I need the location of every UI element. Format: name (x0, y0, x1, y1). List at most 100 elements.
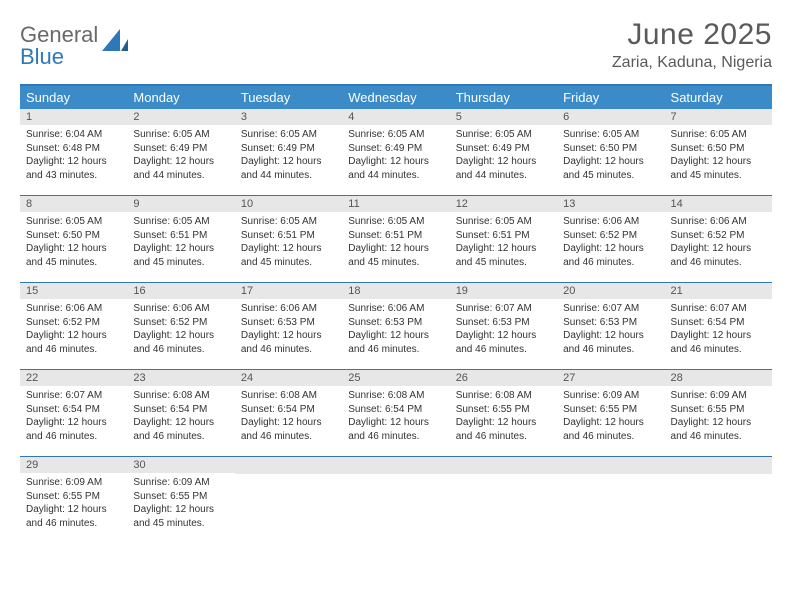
day-number (342, 457, 449, 474)
day-line: Sunrise: 6:06 AM (241, 302, 336, 316)
day-number: 29 (20, 457, 127, 473)
day-line: Sunrise: 6:05 AM (348, 128, 443, 142)
day-line: and 45 minutes. (563, 169, 658, 183)
day-number (450, 457, 557, 474)
day-number: 24 (235, 370, 342, 386)
day-line: Sunset: 6:51 PM (241, 229, 336, 243)
day-line: Sunrise: 6:04 AM (26, 128, 121, 142)
day-line: Sunset: 6:54 PM (133, 403, 228, 417)
day-line: Daylight: 12 hours (26, 155, 121, 169)
day-line: Daylight: 12 hours (348, 329, 443, 343)
day-number: 5 (450, 109, 557, 125)
day-line: Daylight: 12 hours (133, 329, 228, 343)
day-line: Sunrise: 6:05 AM (563, 128, 658, 142)
day-line: Daylight: 12 hours (26, 329, 121, 343)
day-line: Daylight: 12 hours (671, 155, 766, 169)
day-line: Sunset: 6:48 PM (26, 142, 121, 156)
day-line: Daylight: 12 hours (133, 155, 228, 169)
day-line: and 46 minutes. (241, 343, 336, 357)
calendar-cell: 13Sunrise: 6:06 AMSunset: 6:52 PMDayligh… (557, 196, 664, 282)
day-line: Sunrise: 6:05 AM (671, 128, 766, 142)
page-title: June 2025 (612, 18, 772, 52)
day-line: Sunset: 6:52 PM (26, 316, 121, 330)
title-block: June 2025 Zaria, Kaduna, Nigeria (612, 18, 772, 72)
calendar-cell: 17Sunrise: 6:06 AMSunset: 6:53 PMDayligh… (235, 283, 342, 369)
day-line: Sunrise: 6:05 AM (26, 215, 121, 229)
calendar-cell: 4Sunrise: 6:05 AMSunset: 6:49 PMDaylight… (342, 109, 449, 195)
day-body: Sunrise: 6:09 AMSunset: 6:55 PMDaylight:… (20, 473, 127, 534)
day-line: Sunset: 6:50 PM (671, 142, 766, 156)
day-body: Sunrise: 6:05 AMSunset: 6:51 PMDaylight:… (342, 212, 449, 273)
calendar-cell: 7 Sunrise: 6:05 AMSunset: 6:50 PMDaylight… (665, 109, 772, 195)
day-body: Sunrise: 6:05 AMSunset: 6:51 PMDaylight:… (127, 212, 234, 273)
day-body: Sunrise: 6:05 AMSunset: 6:50 PMDaylight:… (557, 125, 664, 186)
day-number: 2 (127, 109, 234, 125)
day-line: Daylight: 12 hours (456, 416, 551, 430)
day-line: Sunset: 6:51 PM (133, 229, 228, 243)
logo-text: General Blue (20, 24, 98, 68)
day-line: and 45 minutes. (26, 256, 121, 270)
day-number: 13 (557, 196, 664, 212)
day-line: Sunset: 6:49 PM (241, 142, 336, 156)
day-number: 22 (20, 370, 127, 386)
calendar-cell (665, 457, 772, 543)
day-line: Sunset: 6:49 PM (456, 142, 551, 156)
day-line: Daylight: 12 hours (671, 416, 766, 430)
calendar-cell: 6Sunrise: 6:05 AMSunset: 6:50 PMDaylight… (557, 109, 664, 195)
sail-icon (102, 29, 128, 56)
day-line: Sunset: 6:53 PM (348, 316, 443, 330)
day-line: Sunrise: 6:08 AM (133, 389, 228, 403)
day-line: and 45 minutes. (456, 256, 551, 270)
day-line: Sunset: 6:53 PM (241, 316, 336, 330)
calendar-cell: 9Sunrise: 6:05 AMSunset: 6:51 PMDaylight… (127, 196, 234, 282)
calendar-cell: 24Sunrise: 6:08 AMSunset: 6:54 PMDayligh… (235, 370, 342, 456)
day-line: Sunrise: 6:05 AM (241, 128, 336, 142)
day-line: Sunrise: 6:08 AM (348, 389, 443, 403)
calendar-cell (450, 457, 557, 543)
day-line: and 44 minutes. (133, 169, 228, 183)
day-number: 15 (20, 283, 127, 299)
day-body: Sunrise: 6:06 AMSunset: 6:53 PMDaylight:… (235, 299, 342, 360)
day-line: Sunset: 6:51 PM (456, 229, 551, 243)
day-line: and 44 minutes. (348, 169, 443, 183)
day-line: and 46 minutes. (26, 517, 121, 531)
day-line: Sunrise: 6:09 AM (133, 476, 228, 490)
calendar-cell: 25Sunrise: 6:08 AMSunset: 6:54 PMDayligh… (342, 370, 449, 456)
day-line: Daylight: 12 hours (456, 242, 551, 256)
day-line: Sunrise: 6:09 AM (563, 389, 658, 403)
day-number: 7 (665, 109, 772, 125)
day-line: Sunrise: 6:05 AM (348, 215, 443, 229)
location: Zaria, Kaduna, Nigeria (612, 54, 772, 72)
day-line: Sunrise: 6:05 AM (133, 215, 228, 229)
day-line: and 46 minutes. (133, 430, 228, 444)
day-number: 21 (665, 283, 772, 299)
logo: General Blue (20, 18, 128, 68)
day-line: Sunset: 6:55 PM (671, 403, 766, 417)
day-line: and 46 minutes. (241, 430, 336, 444)
day-body: Sunrise: 6:05 AMSunset: 6:50 PMDaylight:… (20, 212, 127, 273)
day-body: Sunrise: 6:08 AMSunset: 6:54 PMDaylight:… (127, 386, 234, 447)
day-line: Daylight: 12 hours (348, 416, 443, 430)
day-line: Daylight: 12 hours (26, 503, 121, 517)
day-number: 3 (235, 109, 342, 125)
calendar-cell: 16Sunrise: 6:06 AMSunset: 6:52 PMDayligh… (127, 283, 234, 369)
day-number: 30 (127, 457, 234, 473)
day-body: Sunrise: 6:08 AMSunset: 6:55 PMDaylight:… (450, 386, 557, 447)
day-body: Sunrise: 6:06 AMSunset: 6:53 PMDaylight:… (342, 299, 449, 360)
day-number: 11 (342, 196, 449, 212)
calendar-cell: 29Sunrise: 6:09 AMSunset: 6:55 PMDayligh… (20, 457, 127, 543)
day-line: and 45 minutes. (133, 517, 228, 531)
day-line: and 45 minutes. (671, 169, 766, 183)
calendar-week: 8Sunrise: 6:05 AMSunset: 6:50 PMDaylight… (20, 196, 772, 283)
day-line: and 46 minutes. (456, 430, 551, 444)
calendar-cell: 18Sunrise: 6:06 AMSunset: 6:53 PMDayligh… (342, 283, 449, 369)
day-header: Friday (557, 86, 664, 109)
day-line: Sunset: 6:55 PM (563, 403, 658, 417)
day-line: and 44 minutes. (241, 169, 336, 183)
day-line: Daylight: 12 hours (133, 503, 228, 517)
logo-word-2: Blue (20, 44, 64, 69)
day-body: Sunrise: 6:05 AMSunset: 6:51 PMDaylight:… (235, 212, 342, 273)
header: General Blue June 2025 Zaria, Kaduna, Ni… (20, 18, 772, 72)
day-number: 6 (557, 109, 664, 125)
day-line: Sunset: 6:50 PM (563, 142, 658, 156)
